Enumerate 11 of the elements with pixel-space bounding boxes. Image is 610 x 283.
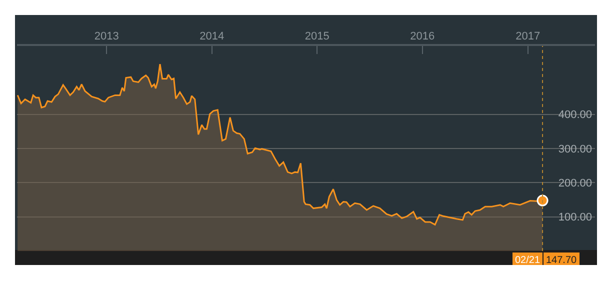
y-tick-label: 200.00 xyxy=(558,178,592,190)
y-tick-label: 400.00 xyxy=(558,109,592,122)
ref-line-label: 02/21 xyxy=(515,255,540,266)
x-tick-label: 2017 xyxy=(516,30,540,43)
x-tick-label: 2015 xyxy=(304,30,330,43)
x-tick-label: 2014 xyxy=(200,30,224,43)
x-tick-label: 2013 xyxy=(94,30,119,43)
text: 147.70 xyxy=(546,255,578,266)
x-tick-label: 2016 xyxy=(410,30,435,43)
y-tick-label: 100.00 xyxy=(558,212,592,224)
y-tick-label: 300.00 xyxy=(558,143,592,156)
